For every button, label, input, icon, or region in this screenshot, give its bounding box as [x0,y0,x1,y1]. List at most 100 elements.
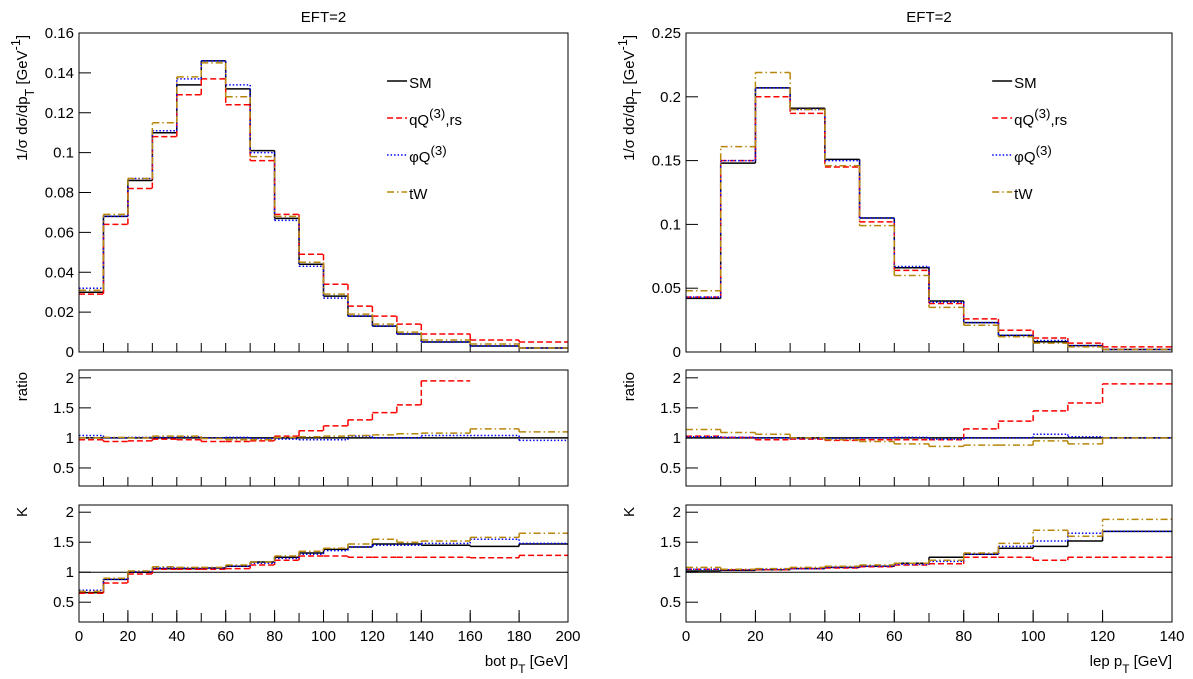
legend-label: qQ(3),rs [1014,106,1067,130]
y-axis-label: 1/σ dσ/dpT [GeV-1] [9,35,37,161]
x-tick-label: 140 [409,628,434,645]
panel-frame [78,504,569,623]
legend-label: qQ(3),rs [409,106,462,130]
legend-label-part: SM [409,75,432,92]
y-tick-label: 0.02 [45,304,74,321]
legend-label: φQ(3) [409,143,447,167]
panel-frame [685,504,1173,623]
legend-label-part: tW [409,186,428,203]
x-axis-label-part: lep p [1090,653,1123,670]
y-tick-label: 0.25 [652,25,681,42]
y-tick-label: 0 [66,344,74,361]
y-tick-label: 0.06 [45,224,74,241]
x-tick-label: 100 [1021,628,1046,645]
x-axis-label-part: T [518,662,525,676]
legend-label: SM [409,75,432,92]
panel-title: EFT=2 [906,9,951,26]
y-tick-label: 0 [673,344,681,361]
y-axis-label-part: 1/σ dσ/dp [14,96,31,160]
legend-label: SM [1014,75,1036,92]
y-tick-label: 0.5 [660,594,681,611]
y-axis-label-part: ratio [14,372,31,401]
y-axis-label-part: T [23,88,37,96]
panel-frame [78,369,569,487]
legend-label-part: ,rs [1050,112,1067,129]
y-tick-label: 2 [66,370,74,387]
legend-label-part: φQ [1014,149,1035,166]
x-axis-label-part: [GeV] [525,653,568,670]
legend-label: tW [409,186,428,203]
y-tick-label: 0.5 [53,460,74,477]
x-tick-label: 180 [507,628,532,645]
y-tick-label: 1.5 [53,400,74,417]
y-axis-label: ratio [621,372,638,401]
y-axis-label-part: -1 [616,39,630,50]
x-axis-label-part: bot p [485,653,518,670]
y-tick-label: 0.14 [45,65,74,82]
legend-label-part: ,rs [445,112,462,129]
x-tick-label: 80 [266,628,283,645]
y-axis-label-part: K [621,507,638,517]
x-tick-label: 40 [817,628,834,645]
y-axis-label-part: ] [621,35,638,39]
legend-label-part: (3) [1036,143,1052,158]
y-axis-label-part: 1/σ dσ/dp [621,96,638,160]
y-tick-label: 1.5 [53,534,74,551]
x-tick-label: 40 [168,628,185,645]
y-tick-label: 0.04 [45,264,74,281]
y-tick-label: 1 [673,430,681,447]
x-tick-label: 20 [120,628,137,645]
x-tick-label: 0 [75,628,83,645]
y-axis-label-part: K [14,507,31,517]
y-tick-label: 0.05 [652,280,681,297]
x-tick-label: 140 [1159,628,1184,645]
y-axis-label-part: [GeV [621,50,638,88]
y-tick-label: 0.5 [53,594,74,611]
y-tick-label: 0.12 [45,105,74,122]
y-tick-label: 0.15 [652,153,681,170]
x-tick-label: 0 [682,628,690,645]
x-tick-label: 60 [886,628,903,645]
y-tick-label: 1.5 [660,534,681,551]
y-tick-label: 1.5 [660,400,681,417]
x-tick-label: 20 [747,628,764,645]
x-tick-label: 160 [458,628,483,645]
y-axis-label-part: ratio [621,372,638,401]
panel-title: EFT=2 [301,9,346,26]
legend-label: φQ(3) [1014,143,1052,167]
y-tick-label: 0.5 [660,460,681,477]
panel-frame [685,32,1173,353]
y-tick-label: 1 [66,430,74,447]
y-tick-label: 2 [673,370,681,387]
y-tick-label: 1 [66,564,74,581]
x-tick-label: 100 [311,628,336,645]
y-axis-label: 1/σ dσ/dpT [GeV-1] [616,35,644,161]
y-tick-label: 0.1 [53,145,74,162]
legend-label-part: qQ [409,112,429,129]
y-axis-label: K [621,507,638,517]
legend-label-part: (3) [1034,106,1050,121]
x-axis-label: lep pT [GeV] [1090,653,1172,676]
legend-label-part: (3) [429,106,445,121]
x-tick-label: 80 [955,628,972,645]
legend-label: tW [1014,186,1033,203]
legend-label-part: tW [1014,186,1033,203]
y-axis-label-part: -1 [9,39,23,50]
y-tick-label: 0.16 [45,25,74,42]
y-tick-label: 2 [673,504,681,521]
x-axis-label: bot pT [GeV] [485,653,568,676]
legend-label-part: φQ [409,149,430,166]
y-axis-label-part: [GeV [14,50,31,88]
x-axis-label-part: T [1122,662,1129,676]
y-axis-label-part: ] [14,35,31,39]
panel-frame [685,369,1173,487]
x-tick-label: 120 [1090,628,1115,645]
x-axis-label-part: [GeV] [1129,653,1172,670]
legend-label-part: (3) [430,143,446,158]
x-tick-label: 60 [217,628,234,645]
y-tick-label: 2 [66,504,74,521]
y-tick-label: 0.2 [660,89,681,106]
x-tick-label: 120 [360,628,385,645]
y-axis-label: ratio [14,372,31,401]
